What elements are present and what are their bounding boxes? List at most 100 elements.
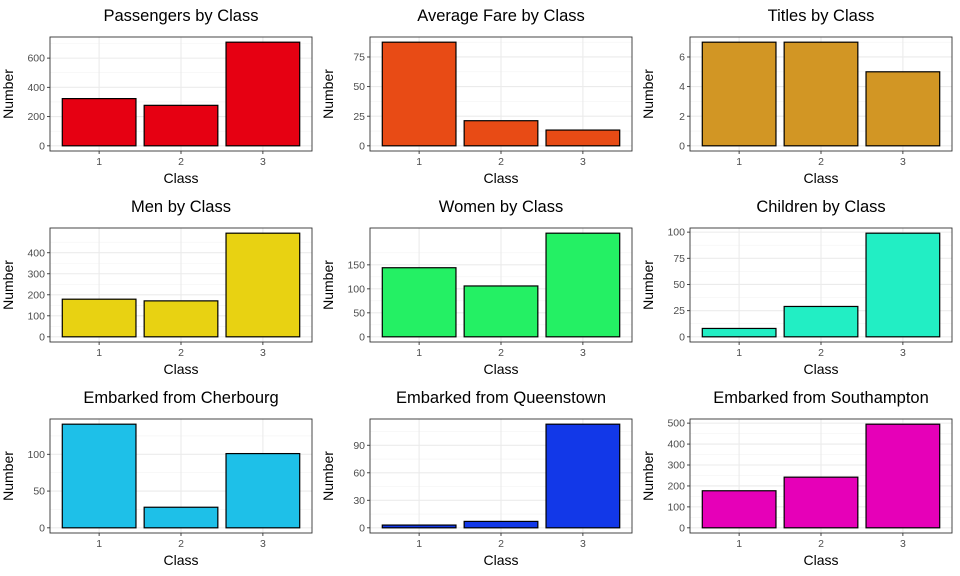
x-tick-label: 2 (818, 347, 824, 359)
chart-title: Men by Class (131, 198, 231, 216)
x-tick-label: 2 (498, 347, 504, 359)
bar (381, 524, 457, 529)
y-tick-label: 50 (353, 307, 365, 319)
y-axis-title: Number (0, 451, 16, 501)
y-tick-label: 4 (679, 81, 685, 93)
bar (61, 298, 137, 338)
y-axis-title: Number (640, 451, 656, 501)
y-tick-label: 0 (39, 522, 45, 534)
x-tick-label: 2 (498, 156, 504, 168)
x-tick-label: 1 (416, 347, 422, 359)
y-tick-label: 30 (353, 495, 365, 507)
y-tick-label: 600 (27, 53, 45, 65)
bar (701, 490, 777, 529)
x-axis-title: Class (163, 361, 198, 377)
bar (545, 423, 621, 529)
chart-title: Embarked from Southampton (713, 389, 929, 407)
x-axis-title: Class (803, 361, 838, 377)
chart-panel: 0 50 100 150 1 2 3 Women by Class Class Number (320, 198, 633, 377)
bar (865, 232, 941, 338)
x-tick-label: 3 (260, 538, 266, 550)
y-tick-label: 6 (679, 52, 685, 64)
bar (701, 41, 777, 147)
y-tick-label: 0 (359, 331, 365, 343)
y-tick-label: 200 (27, 111, 45, 123)
x-tick-label: 1 (736, 156, 742, 168)
bar (545, 232, 621, 338)
y-tick-label: 200 (27, 289, 45, 301)
x-axis-title: Class (483, 170, 518, 186)
y-tick-label: 0 (359, 522, 365, 534)
y-tick-label: 2 (679, 111, 685, 123)
x-axis-title: Class (803, 552, 838, 568)
x-tick-label: 1 (416, 538, 422, 550)
y-tick-label: 150 (347, 259, 365, 271)
x-tick-label: 1 (736, 538, 742, 550)
chart-title: Passengers by Class (104, 7, 259, 25)
y-tick-label: 300 (667, 460, 685, 472)
x-axis-title: Class (163, 170, 198, 186)
y-tick-label: 0 (39, 331, 45, 343)
x-axis-title: Class (803, 170, 838, 186)
bar (545, 129, 621, 147)
bar (783, 41, 859, 147)
x-tick-label: 3 (580, 347, 586, 359)
x-tick-label: 1 (736, 347, 742, 359)
x-tick-label: 2 (178, 538, 184, 550)
x-tick-label: 2 (498, 538, 504, 550)
x-tick-label: 3 (580, 538, 586, 550)
bar (225, 452, 301, 529)
y-tick-label: 25 (353, 111, 365, 123)
chart-title: Children by Class (756, 198, 885, 216)
y-tick-label: 100 (27, 310, 45, 322)
x-tick-label: 2 (178, 156, 184, 168)
x-tick-label: 3 (900, 347, 906, 359)
bar (381, 41, 457, 147)
y-tick-label: 100 (667, 501, 685, 513)
y-tick-label: 300 (27, 268, 45, 280)
bar (225, 41, 301, 147)
y-tick-label: 400 (27, 82, 45, 94)
x-tick-label: 3 (580, 156, 586, 168)
x-tick-label: 1 (96, 347, 102, 359)
bar (61, 98, 137, 147)
y-tick-label: 200 (667, 481, 685, 493)
x-tick-label: 1 (96, 156, 102, 168)
x-tick-label: 2 (818, 538, 824, 550)
y-axis-title: Number (640, 260, 656, 310)
bar (61, 423, 137, 529)
chart-title: Embarked from Cherbourg (83, 389, 278, 407)
x-tick-label: 1 (96, 538, 102, 550)
y-tick-label: 50 (33, 486, 45, 498)
y-tick-label: 50 (353, 81, 365, 93)
chart-panel: 0 100 200 300 400 500 1 2 3 Embarked from Southam… (640, 389, 953, 568)
y-tick-label: 400 (27, 247, 45, 259)
y-tick-label: 0 (39, 140, 45, 152)
y-axis-title: Number (0, 260, 16, 310)
bar (225, 232, 301, 338)
y-tick-label: 0 (679, 522, 685, 534)
y-axis-title: Number (320, 451, 336, 501)
x-axis-title: Class (163, 552, 198, 568)
chart-title: Embarked from Queenstown (396, 389, 606, 407)
chart-panel: 0 2 4 6 1 2 3 Titles by Class Class Number (640, 7, 953, 186)
chart-panel: 0 25 50 75 100 1 2 3 Children by Class Class Numbe… (640, 198, 953, 377)
y-tick-label: 0 (359, 140, 365, 152)
x-tick-label: 2 (818, 156, 824, 168)
y-tick-label: 100 (27, 449, 45, 461)
x-axis-title: Class (483, 552, 518, 568)
y-axis-title: Number (640, 69, 656, 119)
bar (381, 267, 457, 338)
chart-title: Titles by Class (768, 7, 875, 25)
chart-title: Women by Class (439, 198, 563, 216)
y-tick-label: 100 (347, 283, 365, 295)
x-tick-label: 3 (260, 347, 266, 359)
chart-panel: 0 25 50 75 1 2 3 Average Fare by Class Class Numb… (320, 7, 633, 186)
x-tick-label: 3 (900, 156, 906, 168)
x-tick-label: 2 (178, 347, 184, 359)
x-tick-label: 3 (900, 538, 906, 550)
y-tick-label: 75 (673, 253, 685, 265)
y-tick-label: 0 (679, 331, 685, 343)
chart-title: Average Fare by Class (417, 7, 585, 25)
